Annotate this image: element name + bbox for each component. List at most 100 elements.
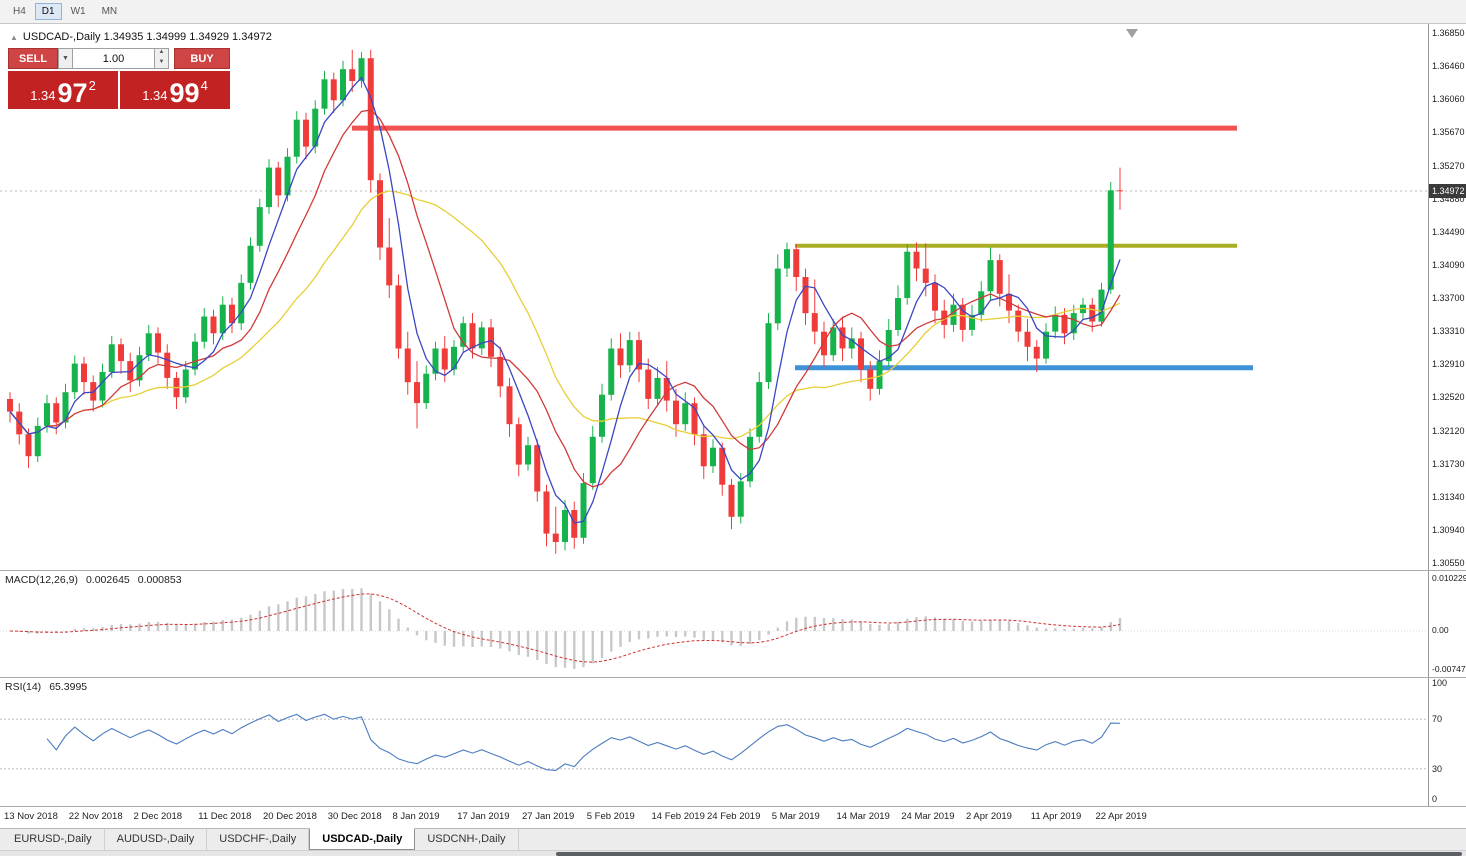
candle-body [432, 348, 439, 374]
sell-button[interactable]: SELL [8, 48, 58, 69]
chart-tab-usdchf[interactable]: USDCHF-,Daily [207, 829, 310, 850]
sell-price-pipette: 2 [88, 78, 96, 93]
date-axis-label: 2 Dec 2018 [133, 811, 183, 822]
date-axis-label: 2 Apr 2019 [966, 811, 1012, 822]
sell-price-pips: 97 [57, 78, 88, 108]
price-axis-label: 1.36850 [1432, 28, 1465, 38]
candle-body [330, 79, 337, 101]
candle-body [506, 386, 513, 425]
volume-dropdown-button[interactable]: ▼ [58, 48, 73, 69]
date-axis-label: 11 Dec 2018 [198, 811, 252, 822]
price-axis-label: 1.33700 [1432, 293, 1465, 303]
candle-body [534, 445, 541, 492]
candle-body [423, 373, 430, 404]
buy-button[interactable]: BUY [174, 48, 230, 69]
panel-separator [0, 806, 1466, 807]
macd-value-signal: 0.000853 [137, 574, 182, 586]
candle-body [99, 372, 106, 401]
date-axis-label: 11 Apr 2019 [1030, 811, 1082, 822]
macd-axis: 0.010229 0.00 -0.007477 [1428, 571, 1466, 677]
date-axis-label: 22 Nov 2018 [68, 811, 123, 822]
candle-body [913, 251, 920, 269]
scrollbar-thumb[interactable] [556, 852, 1462, 856]
candle-body [275, 167, 282, 196]
price-axis-label: 1.32120 [1432, 425, 1465, 436]
candle-body [589, 436, 596, 484]
chart-tab-audusd[interactable]: AUDUSD-,Daily [105, 829, 208, 850]
candle-body [62, 392, 69, 423]
candle-body [599, 394, 605, 437]
candle-body [210, 316, 217, 334]
candle-body [608, 348, 615, 395]
chart-shift-icon [1126, 29, 1138, 38]
candle-body [395, 285, 402, 349]
candle-body [377, 180, 383, 248]
date-axis-label: 5 Feb 2019 [586, 811, 635, 822]
candle-body [321, 79, 328, 109]
date-axis-label: 20 Dec 2018 [263, 811, 317, 822]
candle-body [922, 268, 929, 283]
spinner-up-icon[interactable]: ▲ [158, 49, 165, 55]
timeframe-button-w1[interactable]: W1 [64, 3, 93, 20]
candle-body [867, 369, 874, 389]
candle-body [691, 403, 698, 435]
horizontal-scrollbar[interactable] [0, 850, 1466, 856]
rsi-label: RSI(14) 65.3995 [5, 681, 87, 693]
timeframe-button-h4[interactable]: H4 [6, 3, 33, 20]
timeframe-button-mn[interactable]: MN [95, 3, 125, 20]
rsi-axis-label: 30 [1432, 763, 1443, 774]
price-axis-label: 1.36060 [1432, 94, 1465, 105]
macd-panel[interactable]: MACD(12,26,9) 0.002645 0.000853 [0, 571, 1428, 677]
panel-separator[interactable] [0, 677, 1466, 678]
spinner-down-icon[interactable]: ▼ [158, 58, 165, 65]
chart-symbol-ohlc: ▲ USDCAD-,Daily 1.34935 1.34999 1.34929 … [10, 31, 272, 43]
sell-price-display[interactable]: 1.34 97 2 [8, 71, 118, 109]
chart-tab-usdcad[interactable]: USDCAD-,Daily [309, 828, 416, 850]
chart-tab-usdcnh[interactable]: USDCNH-,Daily [415, 829, 519, 850]
price-chart-plot[interactable]: ▲ USDCAD-,Daily 1.34935 1.34999 1.34929 … [0, 24, 1428, 570]
candle-body [626, 340, 633, 366]
buy-price-pipette: 4 [200, 78, 208, 93]
candle-body [404, 348, 411, 383]
macd-chart [0, 588, 1428, 669]
candle-body [127, 361, 134, 381]
date-axis-label: 17 Jan 2019 [457, 811, 510, 822]
moving-average-line [9, 109, 1121, 488]
candle-body [155, 333, 161, 353]
candle-body [802, 277, 809, 314]
candle-body [219, 304, 226, 334]
candle-body [848, 338, 855, 349]
candle-body [1024, 331, 1031, 347]
price-axis: 1.36850 1.36460 1.36060 1.35670 1.35270 1.348… [1428, 24, 1466, 570]
candle-body [756, 382, 763, 437]
candle-body [876, 361, 883, 389]
date-axis-label: 24 Mar 2019 [901, 811, 955, 822]
candle-body [737, 481, 744, 517]
candle-body [386, 247, 393, 286]
buy-price-display[interactable]: 1.34 99 4 [120, 71, 230, 109]
moving-average-line [9, 76, 1121, 524]
chart-tab-eurusd[interactable]: EURUSD-,Daily [2, 829, 105, 850]
candle-body [941, 310, 948, 325]
candle-body [858, 338, 864, 370]
candle-body [108, 344, 115, 373]
candlestick-chart [0, 29, 1428, 554]
candle-body [451, 346, 457, 370]
rsi-chart [0, 713, 1428, 771]
date-axis-label: 8 Jan 2019 [392, 811, 440, 822]
candle-body [25, 434, 32, 457]
panel-separator[interactable] [0, 570, 1466, 571]
rsi-panel[interactable]: RSI(14) 65.3995 [0, 678, 1428, 806]
price-axis-label: 1.35670 [1432, 127, 1465, 138]
volume-spinner[interactable]: ▲ ▼ [155, 48, 169, 69]
date-axis-label: 24 Feb 2019 [707, 811, 761, 822]
candle-body [719, 447, 726, 485]
candle-body [839, 327, 846, 349]
candle-body [7, 399, 13, 412]
date-axis-label: 22 Apr 2019 [1095, 811, 1147, 822]
candle-body [571, 510, 578, 538]
candle-body [543, 491, 550, 534]
volume-input[interactable] [73, 48, 155, 69]
timeframe-button-d1[interactable]: D1 [34, 3, 62, 20]
candle-body [284, 156, 291, 196]
